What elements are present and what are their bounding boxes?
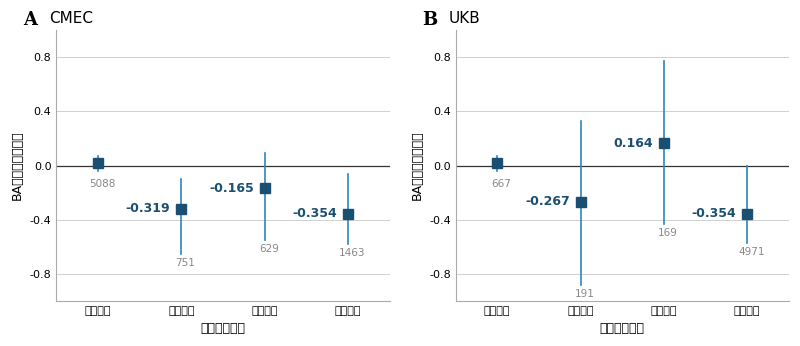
Text: B: B	[422, 11, 438, 29]
X-axis label: 喝茶状况变化: 喝茶状况变化	[201, 322, 246, 335]
Text: 0.164: 0.164	[614, 137, 653, 150]
Text: -0.267: -0.267	[525, 195, 570, 208]
Text: -0.354: -0.354	[292, 207, 337, 220]
Text: -0.319: -0.319	[126, 202, 170, 216]
Text: -0.354: -0.354	[692, 207, 736, 220]
Y-axis label: BA加速变化（年）: BA加速变化（年）	[11, 131, 24, 200]
Text: UKB: UKB	[449, 11, 481, 26]
Text: 667: 667	[491, 179, 511, 189]
X-axis label: 喝茶状况变化: 喝茶状况变化	[600, 322, 645, 335]
Text: 4971: 4971	[738, 247, 765, 257]
Text: A: A	[23, 11, 37, 29]
Text: 1463: 1463	[339, 248, 366, 258]
Text: CMEC: CMEC	[50, 11, 94, 26]
Text: 5088: 5088	[89, 179, 115, 189]
Y-axis label: BA加速变化（年）: BA加速变化（年）	[410, 131, 423, 200]
Text: 169: 169	[658, 228, 678, 238]
Text: 751: 751	[175, 258, 195, 268]
Text: 629: 629	[259, 244, 278, 254]
Text: -0.165: -0.165	[209, 182, 254, 194]
Text: 191: 191	[575, 289, 594, 299]
